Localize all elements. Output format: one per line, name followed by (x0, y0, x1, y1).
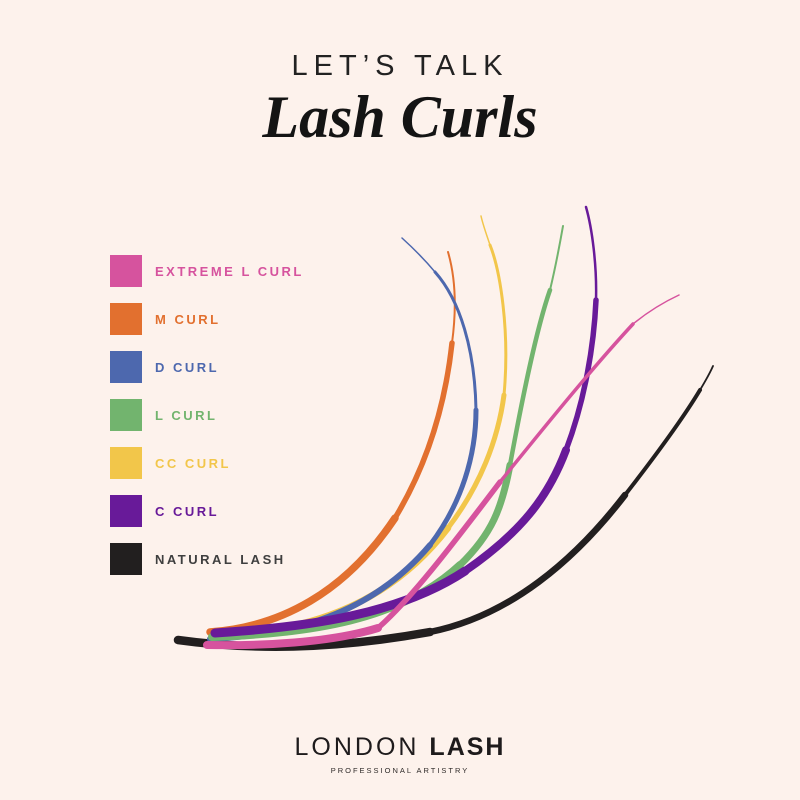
brand-tagline: PROFESSIONAL ARTISTRY (330, 766, 470, 775)
lash-curve-segment-cc (480, 215, 491, 246)
legend-color-swatch (110, 495, 142, 527)
lash-curve-l (208, 225, 564, 641)
header: LET’S TALK Lash Curls (0, 50, 800, 147)
legend-row-l: L CURL (110, 399, 304, 431)
legend-row-extreme-l: EXTREME L CURL (110, 255, 304, 287)
lash-curve-segment-natural (426, 491, 629, 636)
lash-curve-segment-extreme-l (375, 479, 503, 631)
legend: EXTREME L CURL M CURL D CURL L CURL CC C… (110, 255, 304, 591)
legend-row-c: C CURL (110, 495, 304, 527)
brand-bold-part: LASH (429, 733, 506, 761)
lash-curve-segment-c (210, 566, 470, 638)
lash-curve-segment-m (392, 340, 455, 521)
legend-color-swatch (110, 543, 142, 575)
legend-color-swatch (110, 399, 142, 431)
legend-row-m: M CURL (110, 303, 304, 335)
lash-curve-segment-l (456, 461, 514, 569)
legend-label: NATURAL LASH (155, 551, 286, 567)
legend-label: CC CURL (155, 455, 231, 471)
lash-curve-segment-extreme-l (632, 294, 680, 325)
lash-curve-segment-d (433, 270, 478, 412)
lash-curve-segment-d (401, 237, 436, 273)
header-eyebrow: LET’S TALK (291, 50, 509, 82)
legend-row-d: D CURL (110, 351, 304, 383)
legend-color-swatch (110, 351, 142, 383)
lash-curve-segment-c (461, 446, 570, 575)
legend-color-swatch (110, 447, 142, 479)
lash-curve-segment-cc (445, 392, 507, 531)
brand-wordmark: LONDON LASH (0, 733, 800, 762)
lash-curve-segment-extreme-l (498, 322, 635, 484)
legend-color-swatch (110, 303, 142, 335)
lash-curve-segment-d (427, 407, 479, 548)
lash-curve-extreme-l (203, 294, 680, 650)
lash-curve-segment-extreme-l (203, 624, 382, 650)
lash-curve-segment-m (447, 251, 456, 344)
lash-curve-segment-l (507, 287, 553, 468)
lash-curve-segment-cc (488, 243, 508, 397)
lash-curve-segment-natural (623, 388, 702, 497)
legend-row-natural: NATURAL LASH (110, 543, 304, 575)
footer-logo: LONDON LASH PROFESSIONAL ARTISTRY (0, 733, 800, 775)
lash-curve-segment-c (563, 297, 599, 453)
lash-curve-natural (173, 365, 714, 651)
legend-label: M CURL (155, 311, 221, 327)
lash-curve-segment-natural (699, 365, 714, 391)
lash-curve-c (210, 205, 599, 638)
page-title: Lash Curls (262, 84, 538, 150)
legend-color-swatch (110, 255, 142, 287)
legend-label: C CURL (155, 503, 220, 519)
legend-label: EXTREME L CURL (155, 263, 304, 279)
lash-curve-segment-l (549, 225, 564, 291)
brand-light-part: LONDON (294, 733, 420, 761)
legend-label: L CURL (155, 407, 218, 423)
lash-curve-m (206, 251, 456, 636)
legend-row-cc: CC CURL (110, 447, 304, 479)
lash-curve-segment-c (584, 205, 598, 302)
legend-label: D CURL (155, 359, 220, 375)
